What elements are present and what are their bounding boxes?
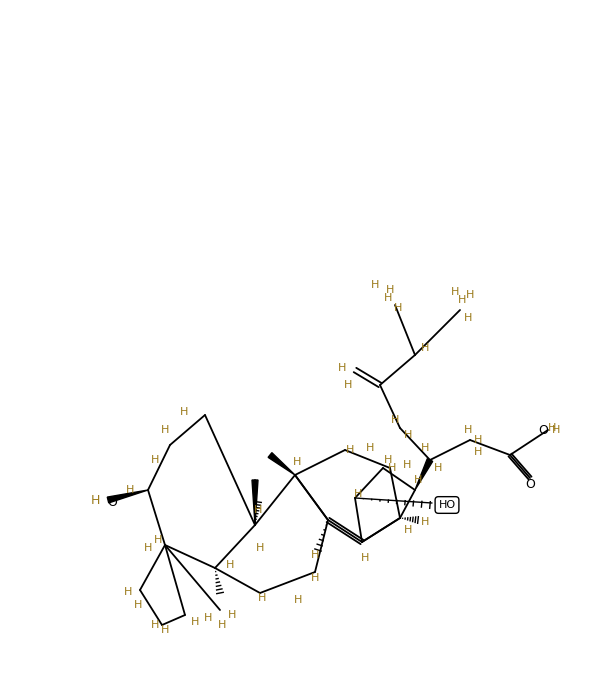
Text: H: H	[384, 455, 392, 465]
Text: H: H	[338, 363, 346, 373]
Text: H: H	[124, 587, 132, 597]
Text: H: H	[311, 550, 319, 560]
Text: H: H	[458, 295, 466, 305]
Text: H: H	[256, 543, 264, 553]
Text: H: H	[474, 435, 482, 445]
Text: H: H	[414, 475, 422, 485]
Text: H: H	[228, 610, 236, 620]
Text: H: H	[346, 445, 354, 455]
Text: H: H	[151, 455, 159, 465]
Text: H: H	[421, 343, 429, 353]
Text: H: H	[161, 425, 169, 435]
Text: H: H	[134, 600, 142, 610]
Text: H: H	[464, 313, 472, 323]
Text: H: H	[388, 463, 396, 473]
Text: H: H	[126, 485, 134, 495]
Text: H: H	[258, 593, 266, 603]
Text: H: H	[344, 380, 352, 390]
Text: H: H	[191, 617, 199, 627]
Text: H: H	[451, 287, 459, 297]
Text: H: H	[144, 543, 152, 553]
Text: O: O	[107, 497, 117, 510]
Text: H: H	[474, 447, 482, 457]
Text: H: H	[366, 443, 374, 453]
Text: O: O	[525, 477, 535, 490]
Text: HO: HO	[439, 500, 456, 510]
Text: H: H	[154, 535, 162, 545]
Text: H: H	[161, 625, 169, 635]
Text: H: H	[254, 505, 262, 515]
Text: H: H	[394, 303, 402, 313]
Text: H: H	[218, 620, 226, 630]
Text: H: H	[151, 620, 159, 630]
Text: H: H	[226, 560, 234, 570]
Text: H: H	[294, 595, 302, 605]
Text: H: H	[361, 553, 369, 563]
Text: H: H	[371, 280, 379, 290]
Text: H: H	[180, 407, 188, 417]
Polygon shape	[268, 453, 295, 475]
Polygon shape	[107, 490, 148, 503]
Text: H: H	[434, 463, 442, 473]
Text: H: H	[464, 425, 472, 435]
Polygon shape	[252, 480, 258, 525]
Text: H: H	[466, 290, 474, 300]
Text: H: H	[403, 460, 411, 470]
Text: O: O	[538, 423, 548, 436]
Text: H: H	[384, 293, 392, 303]
Text: H: H	[404, 430, 412, 440]
Text: H: H	[293, 457, 301, 467]
Text: H: H	[421, 517, 429, 527]
Polygon shape	[415, 459, 433, 490]
Text: H: H	[90, 494, 100, 507]
Text: H: H	[421, 443, 429, 453]
Text: H: H	[354, 489, 362, 499]
Text: H: H	[311, 573, 319, 583]
Text: H: H	[386, 285, 394, 295]
Text: H: H	[391, 415, 399, 425]
Text: H: H	[552, 425, 560, 435]
Text: H: H	[404, 525, 412, 535]
Text: H: H	[204, 613, 212, 623]
Text: H: H	[548, 423, 556, 433]
